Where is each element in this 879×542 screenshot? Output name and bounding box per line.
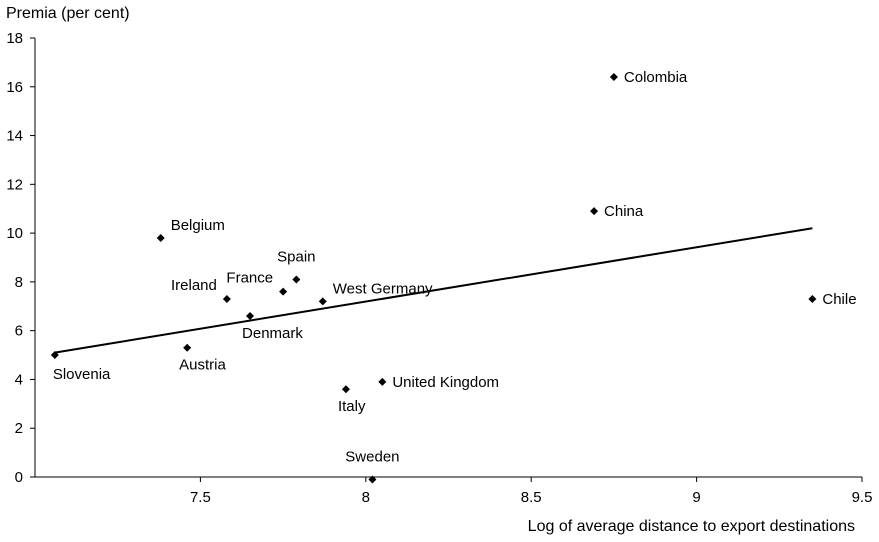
data-point-marker [341,385,350,394]
y-tick-label: 18 [6,30,23,47]
data-point-label: Slovenia [53,366,111,383]
x-tick-label: 7.5 [190,489,211,506]
data-point-marker [50,351,59,360]
data-point-marker [378,377,387,386]
data-point-marker [246,312,255,321]
data-point-label: Ireland [171,277,217,294]
data-point-label: Austria [179,357,226,374]
x-tick-label: 9 [692,489,700,506]
data-point-label: France [226,270,273,287]
x-tick-label: 9.5 [852,489,873,506]
data-point-marker [808,294,817,303]
data-point-label: Colombia [624,69,688,86]
data-point-marker [318,297,327,306]
data-point-marker [156,233,165,242]
data-point-label: Spain [277,248,315,265]
data-point-marker [590,207,599,216]
data-point-label: Belgium [171,217,225,234]
data-point-label: Sweden [345,448,399,465]
data-point-label: Italy [338,398,366,415]
y-tick-label: 6 [15,323,23,340]
y-tick-label: 8 [15,274,23,291]
y-tick-label: 12 [6,176,23,193]
data-point-marker [292,275,301,284]
data-point-marker [183,343,192,352]
y-tick-label: 2 [15,420,23,437]
data-point-marker [222,294,231,303]
data-point-label: Denmark [242,325,303,342]
x-tick-label: 8 [362,489,370,506]
y-tick-label: 0 [15,469,23,486]
data-point-marker [368,475,377,484]
data-point-label: West Germany [333,280,433,297]
y-tick-label: 4 [15,371,23,388]
data-point-label: United Kingdom [392,374,499,391]
y-tick-label: 14 [6,128,23,145]
x-axis-title: Log of average distance to export destin… [527,518,855,535]
y-tick-label: 16 [6,79,23,96]
data-point-marker [279,287,288,296]
x-tick-label: 8.5 [521,489,542,506]
y-axis-title: Premia (per cent) [6,5,130,22]
data-point-label: China [604,203,644,220]
data-point-label: Chile [822,291,856,308]
trend-line [54,227,813,354]
y-tick-label: 10 [6,225,23,242]
data-point-marker [609,73,618,82]
